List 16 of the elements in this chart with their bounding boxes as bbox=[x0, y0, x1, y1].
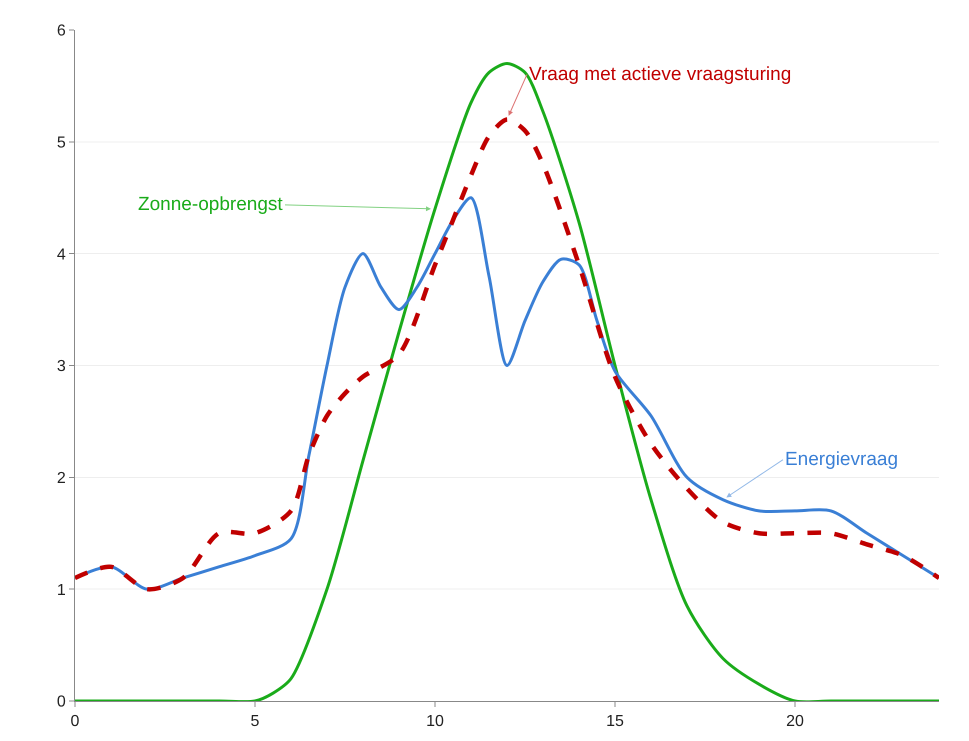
text: Energievraag bbox=[785, 449, 898, 470]
text: Zonne-opbrengst bbox=[138, 194, 284, 215]
y-tick-label: 3 bbox=[56, 358, 66, 376]
x-tick-label: 0 bbox=[70, 713, 80, 730]
x-tick-label: 5 bbox=[250, 713, 260, 730]
y-tick-label: 4 bbox=[56, 246, 66, 264]
y-tick-label: 0 bbox=[56, 694, 66, 711]
y-tick-label: 5 bbox=[56, 134, 66, 152]
text: Vraag met actieve vraagsturing bbox=[529, 64, 792, 85]
y-tick-label: 6 bbox=[56, 22, 66, 40]
line-series bbox=[75, 117, 939, 592]
x-tick-label: 10 bbox=[426, 713, 444, 730]
x-tick-label: 15 bbox=[606, 713, 624, 730]
y-tick-label: 1 bbox=[56, 582, 66, 599]
y-tick-label: 2 bbox=[56, 470, 66, 487]
x-tick-label: 20 bbox=[786, 713, 804, 730]
